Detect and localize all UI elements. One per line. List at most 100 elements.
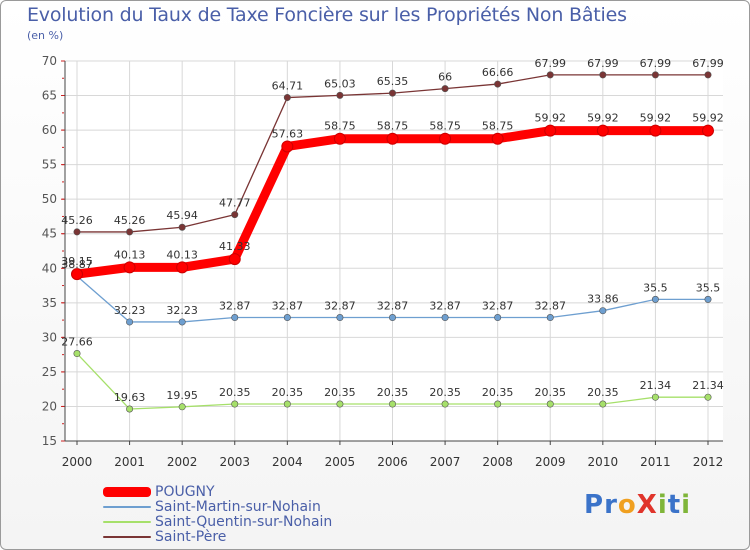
x-tick-label: 2004 — [272, 455, 303, 469]
data-label: 59.92 — [535, 112, 567, 125]
proxiti-logo: ProXiti — [584, 490, 691, 520]
data-label: 32.87 — [482, 300, 514, 313]
data-point — [494, 80, 502, 88]
data-label: 38.87 — [61, 258, 93, 271]
data-label: 32.87 — [272, 300, 304, 313]
data-label: 32.23 — [114, 304, 146, 317]
data-point — [231, 314, 239, 322]
data-label: 65.03 — [324, 77, 356, 90]
y-tick-label: 65 — [42, 89, 57, 103]
data-point — [336, 314, 344, 322]
data-point — [123, 261, 136, 274]
data-label: 41.33 — [219, 240, 251, 253]
data-label: 35.5 — [643, 281, 668, 294]
logo-letter: r — [604, 490, 618, 520]
data-label: 27.66 — [61, 336, 93, 349]
y-tick-label: 70 — [42, 54, 57, 68]
data-point — [596, 124, 609, 137]
data-point — [441, 400, 449, 408]
y-tick-label: 20 — [42, 399, 57, 413]
data-point — [704, 71, 712, 79]
data-label: 20.35 — [377, 386, 409, 399]
data-label: 20.35 — [429, 386, 461, 399]
y-tick-label: 40 — [42, 261, 57, 275]
x-tick-label: 2007 — [430, 455, 461, 469]
x-tick-label: 2002 — [167, 455, 198, 469]
logo-letter: X — [636, 490, 658, 520]
logo-letter: o — [617, 490, 637, 520]
data-label: 67.99 — [692, 57, 724, 70]
data-label: 67.99 — [640, 57, 672, 70]
data-point — [73, 228, 81, 236]
data-point — [546, 314, 554, 322]
logo-letter: i — [681, 490, 692, 520]
data-point — [599, 71, 607, 79]
data-point — [651, 71, 659, 79]
y-tick-label: 60 — [42, 123, 57, 137]
data-point — [231, 211, 239, 219]
data-label: 32.87 — [219, 300, 251, 313]
data-label: 39.15 — [61, 255, 93, 268]
data-point — [441, 85, 449, 93]
y-tick-label: 25 — [42, 365, 57, 379]
data-label: 32.87 — [377, 300, 409, 313]
y-tick-label: 45 — [42, 227, 57, 241]
data-label: 67.99 — [587, 57, 619, 70]
legend-swatch — [103, 505, 151, 508]
data-label: 20.35 — [324, 386, 356, 399]
x-tick-label: 2000 — [62, 455, 93, 469]
data-label: 45.26 — [61, 214, 93, 227]
y-tick-label: 55 — [42, 158, 57, 172]
data-label: 58.75 — [377, 120, 409, 133]
data-label: 40.13 — [166, 248, 198, 261]
logo-letter: P — [584, 490, 605, 520]
data-label: 64.71 — [272, 80, 304, 93]
legend-label: POUGNY — [155, 483, 215, 500]
x-tick-label: 2003 — [219, 455, 250, 469]
data-point — [178, 223, 186, 231]
x-tick-label: 2005 — [325, 455, 356, 469]
x-tick-label: 2011 — [640, 455, 671, 469]
data-label: 66.66 — [482, 66, 514, 79]
y-tick-label: 30 — [42, 330, 57, 344]
y-tick-label: 50 — [42, 192, 57, 206]
data-point — [441, 314, 449, 322]
legend: POUGNY Saint-Martin-sur-Nohain Saint-Quent… — [103, 483, 333, 545]
data-point — [546, 71, 554, 79]
data-point — [126, 318, 134, 326]
data-point — [702, 124, 714, 137]
data-label: 32.23 — [166, 304, 198, 317]
data-label: 20.35 — [587, 386, 619, 399]
data-label: 58.75 — [482, 120, 514, 133]
legend-item: POUGNY — [103, 483, 332, 500]
data-point — [126, 228, 134, 236]
data-label: 66 — [438, 71, 452, 84]
data-point — [704, 393, 712, 401]
legend-swatch — [103, 520, 151, 523]
data-label: 67.99 — [535, 57, 567, 70]
y-tick-label: 35 — [42, 296, 57, 310]
data-label: 59.92 — [640, 112, 672, 125]
data-label: 32.87 — [429, 300, 461, 313]
chart-title: Evolution du Taux de Taxe Foncière sur l… — [27, 4, 627, 26]
data-label: 32.87 — [324, 300, 356, 313]
data-point — [491, 132, 504, 145]
legend-item: Saint-Martin-sur-Nohain — [103, 499, 332, 515]
legend-label: Saint-Quentin-sur-Nohain — [155, 513, 333, 530]
data-point — [704, 295, 712, 303]
x-tick-label: 2006 — [377, 455, 408, 469]
data-point — [388, 314, 396, 322]
data-label: 20.35 — [482, 386, 514, 399]
data-point — [283, 314, 291, 322]
data-point — [651, 295, 659, 303]
data-point — [336, 400, 344, 408]
data-point — [599, 400, 607, 408]
data-point — [388, 400, 396, 408]
data-label: 20.35 — [219, 386, 251, 399]
x-tick-label: 2009 — [535, 455, 566, 469]
data-point — [649, 124, 662, 137]
unit-label: (en %) — [27, 29, 64, 42]
data-label: 58.75 — [324, 120, 356, 133]
